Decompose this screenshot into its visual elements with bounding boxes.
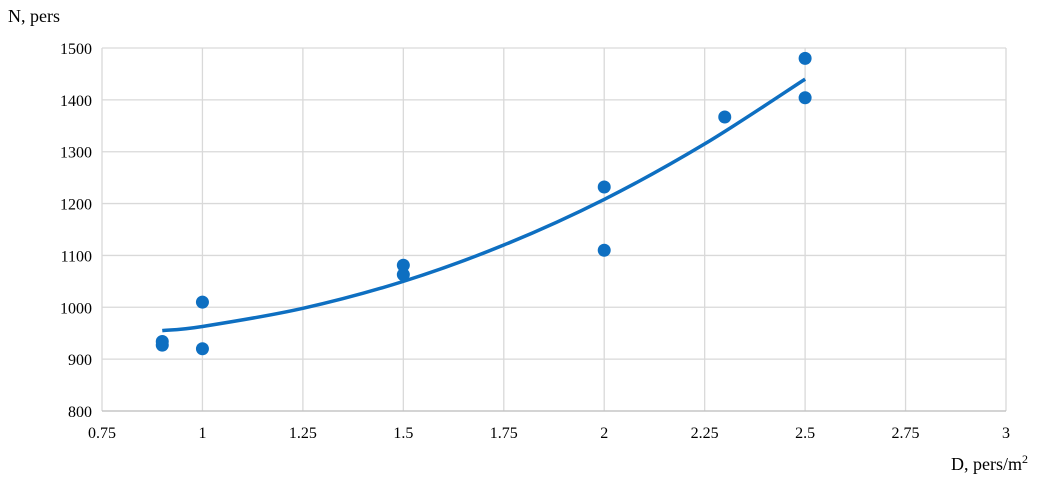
x-tick-label: 1.75 [490,425,518,442]
data-point [597,243,611,257]
x-tick-label: 1.25 [289,425,317,442]
data-point [155,338,169,352]
y-tick-label: 1200 [60,197,92,214]
x-tick-label: 2.25 [691,425,719,442]
x-tick-label: 1 [198,425,206,442]
data-point [597,180,611,194]
data-point [798,91,812,105]
x-tick-label: 2.5 [795,425,815,442]
data-point [396,268,410,282]
x-tick-label: 0.75 [88,425,116,442]
trendline [162,77,807,333]
data-point [195,342,209,356]
x-tick-label: 3 [1002,425,1010,442]
data-point [798,51,812,65]
x-tick-label: 1.5 [393,425,413,442]
x-tick-label: 2.75 [892,425,920,442]
x-tick-label: 2 [600,425,608,442]
y-tick-label: 1100 [61,248,92,265]
y-tick-label: 900 [68,352,92,369]
data-point [195,295,209,309]
y-tick-label: 1500 [60,41,92,58]
x-axis-label: D, pers/m2 [951,452,1028,474]
y-tick-label: 1000 [60,300,92,317]
y-tick-label: 1300 [60,145,92,162]
y-axis-label: N, pers [8,6,60,26]
y-tick-label: 800 [68,404,92,421]
data-point [718,110,732,124]
data-point [396,258,410,272]
y-tick-label: 1400 [60,93,92,110]
